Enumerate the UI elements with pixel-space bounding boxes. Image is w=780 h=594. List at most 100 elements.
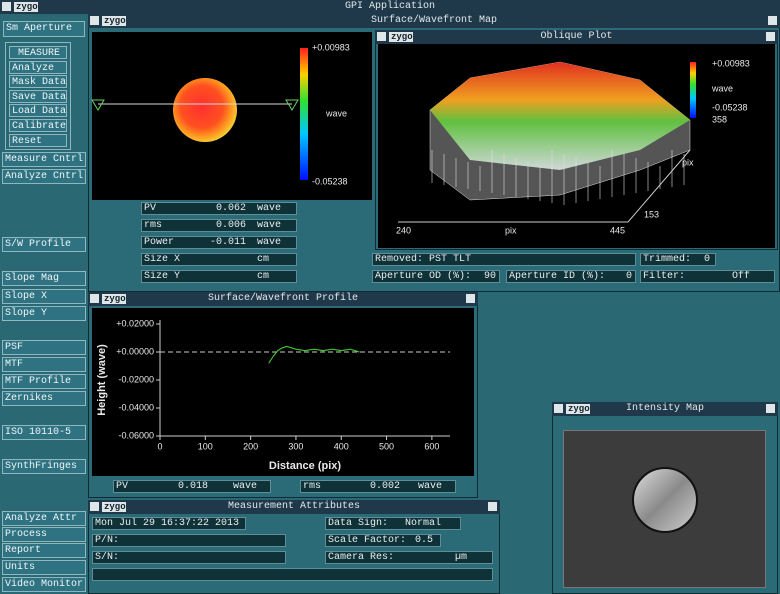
sidebar-button[interactable]: Save Data (9, 89, 67, 103)
sidebar-button[interactable]: Analyze Cntrl (2, 169, 86, 184)
result-label: PV (144, 203, 157, 214)
title-bar: GPI Application (0, 0, 780, 14)
sidebar-button[interactable]: Load Data (9, 104, 67, 118)
oblique-image (378, 44, 775, 248)
filter-field (640, 270, 775, 283)
sidebar-button[interactable]: MEASURE (9, 46, 67, 59)
camera-res-field-text: µm (455, 552, 468, 563)
close-icon[interactable] (2, 2, 11, 11)
sidebar-button[interactable]: Calibrate (9, 119, 67, 132)
logo: zygo (102, 16, 126, 26)
logo: zygo (389, 32, 413, 42)
message-field (92, 568, 493, 581)
result-label: rms (303, 481, 322, 492)
sidebar-button[interactable]: SynthFringes (2, 459, 86, 474)
sidebar-button[interactable]: MTF Profile (2, 374, 86, 389)
sidebar-button[interactable]: Slope X (2, 289, 86, 304)
sidebar-button[interactable]: Analyze Attr (2, 511, 86, 526)
result-value: 0.002 (369, 481, 400, 492)
sidebar-button[interactable]: Units (2, 560, 86, 575)
attributes-window-title: Measurement Attributes (88, 500, 500, 514)
wrench-icon[interactable] (768, 16, 777, 25)
result-unit: cm (257, 254, 270, 265)
aperture-id-field (506, 270, 636, 283)
wrench-icon[interactable] (488, 502, 497, 511)
aperture-od-field-text: 90 (483, 271, 496, 282)
result-field (141, 270, 297, 283)
result-label: Power (144, 237, 175, 248)
result-label: Size X (144, 254, 181, 265)
result-unit: wave (418, 481, 443, 492)
intensity-window-title: Intensity Map (552, 402, 778, 416)
removed-field-text: Removed: PST TLT (375, 254, 472, 265)
result-value: 0.062 (215, 203, 246, 214)
aperture-id-field-text: Aperture ID (%): (509, 271, 606, 282)
sidebar-button[interactable]: Mask Data (9, 75, 67, 89)
result-unit: wave (257, 237, 282, 248)
sidebar-button[interactable]: PSF (2, 340, 86, 355)
trimmed-field-text: 0 (703, 254, 710, 265)
close-icon[interactable] (90, 16, 99, 25)
camera-res-field-text: Camera Res: (328, 552, 395, 563)
sidebar-button[interactable]: Video Monitor (2, 577, 86, 592)
result-label: Size Y (144, 271, 181, 282)
result-value: -0.011 (209, 237, 246, 248)
data-sign-field-text: Normal (405, 518, 442, 529)
sidebar-button[interactable]: Slope Y (2, 306, 86, 321)
result-field (300, 480, 456, 493)
date-field (92, 517, 246, 530)
result-unit: wave (257, 203, 282, 214)
sn-field-text: S/N: (95, 552, 120, 563)
profile-window-title: Surface/Wavefront Profile (88, 292, 478, 306)
aperture-od-field (372, 270, 500, 283)
logo: zygo (566, 404, 590, 414)
sidebar-button[interactable]: MTF (2, 357, 86, 372)
map-image (92, 32, 372, 200)
aperture-id-field-text: 0 (625, 271, 632, 282)
scale-factor-field-text: Scale Factor: (328, 535, 407, 546)
intensity-image (563, 430, 766, 588)
result-field (141, 253, 297, 266)
result-label: PV (116, 481, 129, 492)
scale-factor-field-text: 0.5 (415, 535, 434, 546)
result-unit: wave (233, 481, 258, 492)
sidebar-button[interactable]: Process (2, 527, 86, 542)
sidebar-button[interactable]: Sm Aperture (3, 21, 85, 37)
wrench-icon[interactable] (466, 294, 475, 303)
wrench-icon[interactable] (766, 32, 775, 41)
result-field (141, 219, 297, 232)
button-group (5, 42, 71, 150)
profile-plot-bg (92, 308, 474, 476)
close-icon[interactable] (90, 294, 99, 303)
close-icon[interactable] (377, 32, 386, 41)
sidebar-button[interactable]: Report (2, 543, 86, 558)
oblique-window-title: Oblique Plot (375, 30, 778, 44)
result-field (113, 480, 271, 493)
filter-field-text: Filter: (643, 271, 686, 282)
result-unit: cm (257, 271, 270, 282)
close-icon[interactable] (90, 502, 99, 511)
sidebar-button[interactable]: Measure Cntrl (2, 152, 86, 167)
sidebar-button[interactable]: ISO 10110-5 (2, 425, 86, 440)
date-field-text: Mon Jul 29 16:37:22 2013 (95, 518, 240, 529)
filter-field-text: Off (731, 271, 750, 282)
sidebar-button[interactable]: Slope Mag (2, 271, 86, 286)
sidebar-button[interactable]: S/W Profile (2, 237, 86, 252)
result-label: rms (144, 220, 163, 231)
trimmed-field (640, 253, 716, 266)
map-window-title: Surface/Wavefront Map (88, 14, 780, 28)
data-sign-field (325, 517, 461, 530)
close-icon[interactable] (554, 404, 563, 413)
result-field (141, 202, 297, 215)
logo: zygo (102, 294, 126, 304)
sidebar-button[interactable]: Reset (9, 133, 67, 147)
wrench-icon[interactable] (766, 404, 775, 413)
data-sign-field-text: Data Sign: (328, 518, 389, 529)
logo: zygo (102, 502, 126, 512)
result-value: 0.006 (215, 220, 246, 231)
sidebar-button[interactable]: Zernikes (2, 391, 86, 406)
pn-field-text: P/N: (95, 535, 120, 546)
sidebar-button[interactable]: Analyze (9, 60, 67, 74)
pn-field (92, 534, 286, 547)
